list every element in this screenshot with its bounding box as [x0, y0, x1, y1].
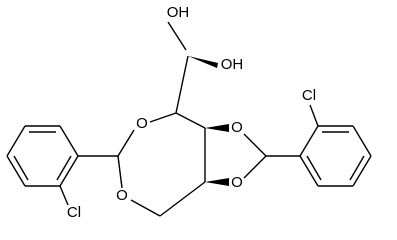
bond [352, 125, 372, 157]
bond [175, 112, 206, 129]
bond [175, 55, 189, 114]
atom-label: O [231, 174, 243, 191]
wedge-bond [188, 56, 218, 68]
bond [167, 21, 187, 51]
bond [13, 155, 29, 181]
bond [56, 155, 72, 181]
atom-label: Cl [67, 204, 81, 221]
atom-label: O [136, 115, 148, 132]
atom-label: Cl [302, 87, 316, 104]
atom-labels: OH OH O O O O Cl Cl [67, 4, 316, 221]
bond [117, 155, 123, 189]
atom-label: O [231, 119, 243, 136]
bond [59, 155, 79, 187]
bond [59, 125, 79, 157]
bond [243, 133, 267, 157]
bond [299, 155, 319, 187]
atom-label: O [116, 187, 128, 204]
atom-label: OH [221, 56, 244, 73]
bond [59, 185, 69, 206]
bond [352, 155, 372, 187]
wedge-bond [205, 124, 229, 132]
bond [306, 155, 322, 181]
bond [130, 199, 161, 217]
atom-label: OH [167, 4, 190, 21]
bonds [6, 21, 372, 217]
bond [117, 129, 135, 157]
wedge-bond [205, 178, 229, 186]
bond [6, 125, 26, 157]
bond [243, 155, 267, 179]
bond [6, 155, 26, 187]
bond [149, 112, 177, 123]
bond [299, 125, 319, 157]
bond [309, 104, 319, 127]
bond [349, 155, 365, 181]
bond [159, 181, 206, 217]
